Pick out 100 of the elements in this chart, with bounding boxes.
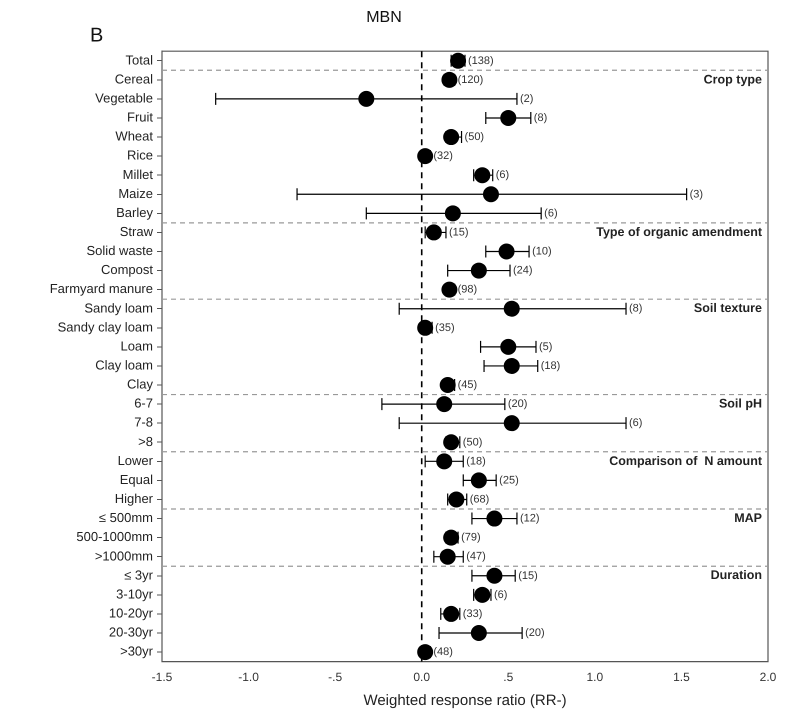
y-tick-label: Straw bbox=[120, 224, 154, 239]
annotation: (6) bbox=[544, 207, 558, 220]
text: B bbox=[90, 24, 104, 47]
point bbox=[436, 396, 452, 412]
y-tick-label: >30yr bbox=[120, 644, 154, 659]
y-tick-label: Vegetable bbox=[95, 90, 153, 106]
annotation: (50) bbox=[462, 436, 482, 448]
y-tick-label: Total bbox=[126, 52, 154, 68]
x-tick-label: 1.0 bbox=[586, 670, 604, 684]
y-tick-label: Clay bbox=[126, 376, 154, 392]
x-tick-label: 0.0 bbox=[413, 670, 430, 684]
y-tick-label: 500-1000mm bbox=[76, 529, 153, 544]
point bbox=[482, 186, 499, 202]
y-tick-label: Fruit bbox=[127, 110, 154, 125]
annotation: (24) bbox=[513, 264, 533, 277]
y-tick-label: 6-7 bbox=[134, 396, 153, 411]
point bbox=[443, 129, 460, 146]
annotation: Crop type bbox=[704, 72, 762, 86]
x-tick-label: -1.0 bbox=[238, 670, 260, 684]
annotation: (79) bbox=[461, 532, 481, 544]
y-tick-label: 10-20yr bbox=[108, 605, 154, 620]
annotation: (2) bbox=[520, 92, 534, 105]
annotation: (68) bbox=[470, 493, 490, 506]
point bbox=[504, 415, 520, 432]
annotation: (25) bbox=[499, 474, 519, 486]
annotation: (138) bbox=[468, 54, 494, 67]
x-tick-label: 2.0 bbox=[760, 670, 777, 684]
x-tick-label: .5 bbox=[503, 670, 514, 684]
y-tick-label: Rice bbox=[126, 148, 153, 163]
annotation: Comparison of N amount bbox=[609, 454, 763, 468]
y-tick-label: Higher bbox=[114, 491, 154, 506]
point bbox=[500, 110, 516, 126]
annotation: (32) bbox=[433, 150, 453, 162]
annotation: (8) bbox=[534, 112, 548, 124]
annotation: (120) bbox=[458, 74, 484, 86]
y-tick-label: Cereal bbox=[114, 71, 154, 86]
annotation: (6) bbox=[494, 588, 508, 601]
annotation: (47) bbox=[466, 550, 486, 563]
y-tick-label: Solid waste bbox=[86, 243, 153, 258]
point bbox=[441, 72, 458, 88]
point bbox=[486, 510, 502, 527]
annotation: (18) bbox=[466, 455, 486, 468]
y-tick-label: Compost bbox=[100, 262, 154, 278]
y-tick-label: ≤ 500mm bbox=[98, 510, 153, 526]
point bbox=[500, 338, 516, 355]
y-tick-label: Maize bbox=[118, 186, 153, 201]
annotation: (33) bbox=[462, 608, 482, 620]
annotation: Soil pH bbox=[718, 396, 762, 411]
x-tick-label: -.5 bbox=[328, 670, 342, 684]
annotation: Duration bbox=[710, 568, 762, 582]
y-tick-label: Sandy loam bbox=[84, 300, 153, 316]
annotation: (15) bbox=[448, 226, 469, 238]
point bbox=[504, 300, 520, 317]
y-tick-label: ≤ 3yr bbox=[124, 567, 154, 582]
y-tick-label: Millet bbox=[122, 166, 154, 182]
annotation: Soil texture bbox=[694, 301, 762, 316]
annotation: (35) bbox=[435, 322, 455, 334]
annotation: (6) bbox=[496, 169, 510, 182]
annotation: (98) bbox=[458, 284, 478, 296]
y-tick-label: 7-8 bbox=[134, 414, 153, 430]
point bbox=[358, 90, 374, 107]
y-tick-label: Wheat bbox=[115, 128, 154, 144]
point bbox=[417, 148, 434, 164]
point bbox=[436, 453, 452, 470]
annotation: MAP bbox=[734, 510, 762, 525]
point bbox=[470, 262, 487, 279]
point bbox=[443, 606, 460, 622]
annotation: (8) bbox=[629, 302, 642, 315]
point bbox=[470, 624, 487, 641]
point bbox=[440, 377, 456, 394]
point bbox=[426, 224, 442, 240]
y-tick-label: Sandy clay loam bbox=[58, 319, 153, 334]
chart-title: MBN bbox=[366, 9, 402, 26]
y-tick-label: >1000mm bbox=[94, 548, 153, 564]
point bbox=[440, 548, 456, 565]
x-tick-label: 1.5 bbox=[673, 670, 690, 684]
annotation: (18) bbox=[540, 360, 560, 372]
annotation: (10) bbox=[532, 246, 552, 258]
annotation: Type of organic amendment bbox=[596, 224, 763, 239]
y-tick-label: Farmyard manure bbox=[50, 281, 153, 296]
point bbox=[441, 282, 458, 298]
annotation: (5) bbox=[538, 340, 552, 353]
x-tick-label: -1.5 bbox=[152, 670, 173, 684]
annotation: (20) bbox=[525, 627, 545, 640]
y-tick-label: >8 bbox=[138, 434, 153, 449]
point bbox=[498, 243, 515, 260]
annotation: (15) bbox=[518, 570, 538, 582]
x-axis-title: Weighted response ratio (RR-) bbox=[363, 692, 567, 710]
y-tick-label: 20-30yr bbox=[108, 624, 154, 640]
point bbox=[444, 205, 461, 222]
y-tick-label: Equal bbox=[120, 472, 154, 487]
annotation: (48) bbox=[433, 646, 453, 658]
y-tick-label: Lower bbox=[118, 452, 154, 468]
annotation: (50) bbox=[464, 131, 484, 144]
point bbox=[417, 644, 434, 660]
point bbox=[470, 472, 487, 488]
annotation: (3) bbox=[690, 188, 704, 200]
annotation: (45) bbox=[458, 379, 478, 392]
point bbox=[486, 568, 502, 584]
point bbox=[417, 320, 434, 336]
